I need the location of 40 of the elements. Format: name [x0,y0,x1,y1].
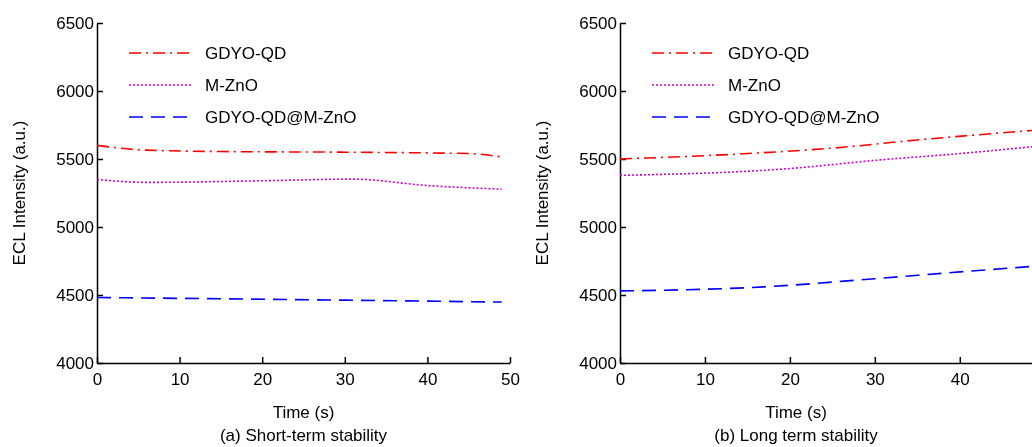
y-tick-label: 5500 [56,149,94,169]
x-tick-label: 10 [695,370,715,390]
y-tick-label: 5000 [56,217,94,237]
x-tick-label: 10 [170,370,190,390]
y-tick-label: 5500 [579,149,617,169]
y-tick-label: 6000 [56,81,94,101]
legend-label: GDYO-QD@M-ZnO [205,108,357,127]
line-series [619,145,1032,177]
legend-label: GDYO-QD [728,44,810,63]
line-series [619,265,1032,292]
legend-label: GDYO-QD@M-ZnO [728,108,880,127]
x-tick-label: 30 [335,370,355,390]
x-tick-label: 20 [780,370,800,390]
y-tick-label: 6500 [579,13,617,33]
legend-label: GDYO-QD [205,44,287,63]
x-axis-title: Time (s) [272,403,335,422]
line-series [96,178,503,190]
text: (a) Short-term stability [219,426,388,445]
y-tick-label: 4500 [579,285,617,305]
y-tick-label: 6500 [56,13,94,33]
y-axis-title: ECL Intensity (a.u.) [533,120,552,266]
y-tick-label: 5000 [579,217,617,237]
line-series [96,144,503,158]
x-tick-label: 40 [950,370,970,390]
x-tick-label: 20 [253,370,273,390]
y-tick-label: 6000 [579,81,617,101]
x-tick-label: 0 [92,370,103,390]
y-tick-label: 4500 [56,285,94,305]
y-tick-label: 4000 [56,353,94,373]
x-tick-label: 30 [865,370,885,390]
y-tick-label: 4000 [579,353,617,373]
x-axis-title: Time (s) [765,403,827,422]
text: (b) Long term stability [714,426,879,445]
x-tick-label: 0 [615,370,626,390]
y-axis-title: ECL Intensity (a.u.) [10,120,29,266]
line-series [619,129,1032,160]
legend-label: M-ZnO [205,76,258,95]
x-tick-label: 50 [501,370,520,390]
x-tick-label: 40 [418,370,438,390]
legend-label: M-ZnO [728,76,781,95]
